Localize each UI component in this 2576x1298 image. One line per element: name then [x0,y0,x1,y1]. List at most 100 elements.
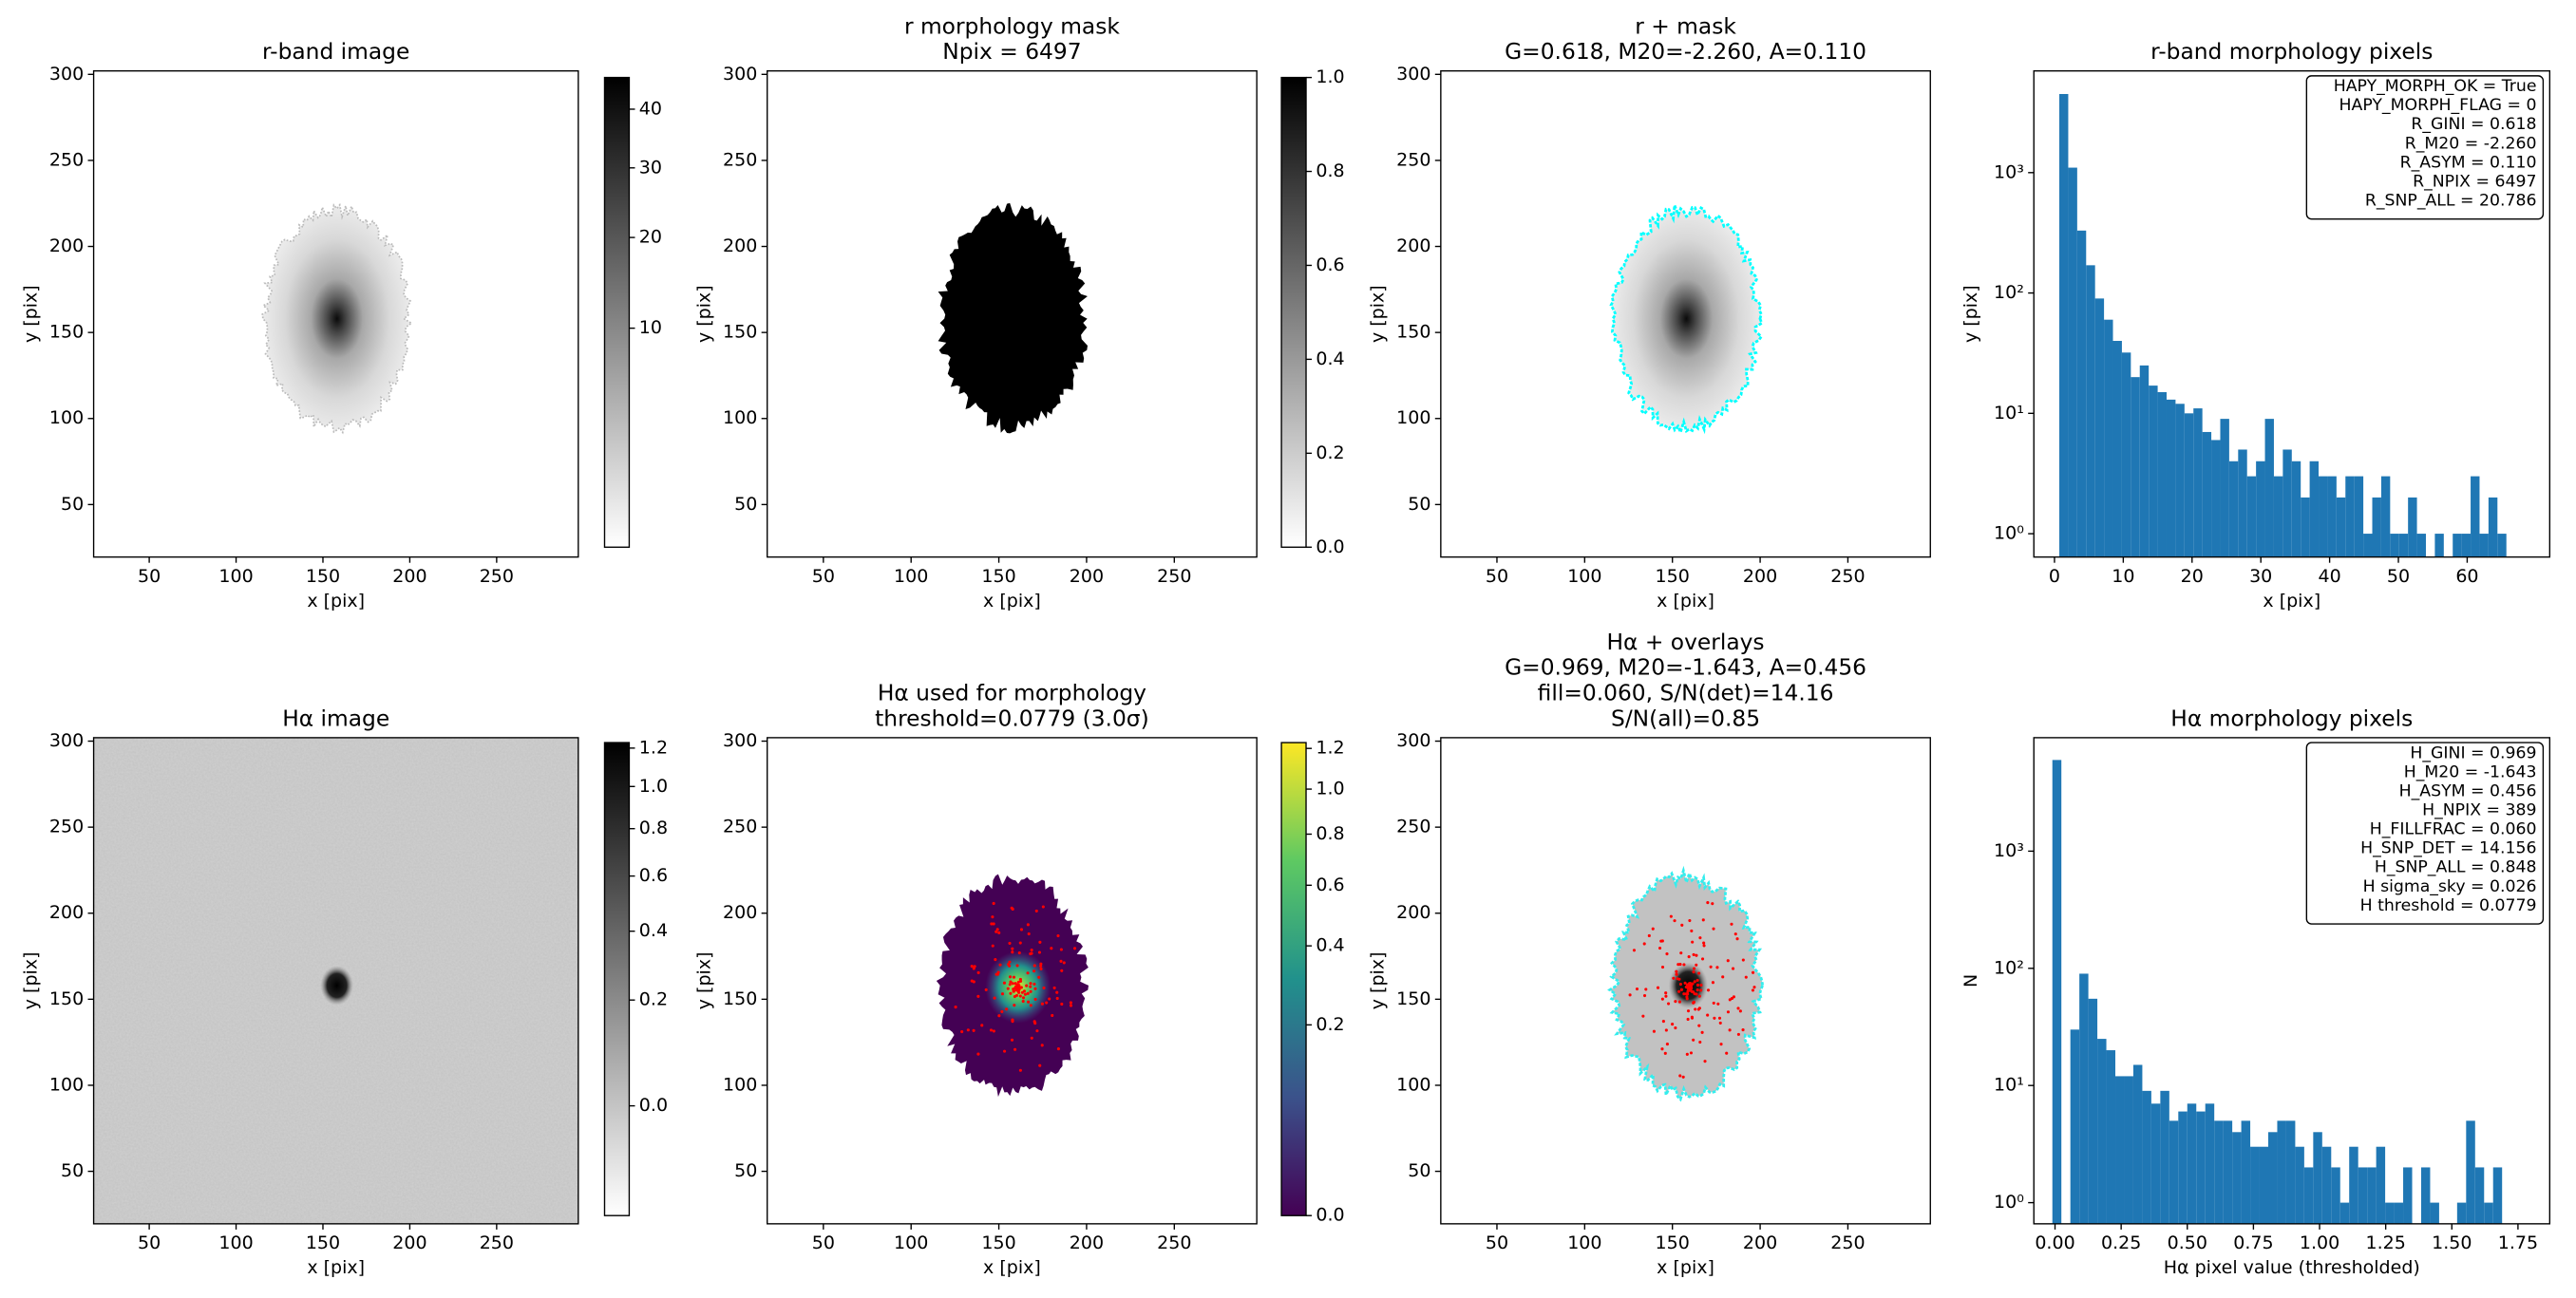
x-tick-label: 1.25 [2365,1232,2405,1253]
x-tick-label: 150 [981,1232,1015,1253]
overlay-point [1665,952,1669,956]
y-tick-label: 10¹ [1994,403,2024,423]
histogram-bar [2169,1120,2179,1224]
colorbar-tick-label: 0.6 [1316,254,1344,275]
overlay-point [1018,1068,1022,1072]
overlay-point [1716,1002,1720,1006]
overlay-point [1686,989,1690,993]
overlay-point [1730,922,1733,926]
overlay-point [1676,963,1680,967]
overlay-point [1060,1002,1064,1006]
overlay-point [1741,1028,1745,1032]
x-tick-label: 200 [392,1232,426,1253]
overlay-point [970,965,974,969]
overlay-point [1059,948,1063,951]
histogram-bar [2277,1120,2286,1224]
overlay-point [1051,1013,1054,1018]
overlay-point [1008,975,1013,979]
y-tick-label: 50 [1408,1160,1430,1181]
overlay-point [1671,1023,1675,1026]
overlay-point [1048,997,1051,1001]
annotation-line: H_ASYM = 0.456 [2399,781,2537,800]
histogram-bar [2367,1167,2377,1224]
histogram-bar [2327,476,2337,557]
overlay-point [1040,1044,1044,1047]
panel: 50 100 150 200 250 50 100 150 200 250 300 x [pix] y … [20,705,668,1278]
overlay-point [1693,980,1696,984]
x-tick-label: 100 [894,566,928,587]
overlay-point [1736,1006,1740,1010]
overlay-point [1688,918,1692,923]
histogram-bar [2250,1146,2260,1224]
overlay-point [1692,967,1696,970]
axes-frame [2033,69,2551,558]
histogram-bar [2256,461,2265,557]
axes-frame [92,69,579,558]
panel-title: fill=0.060, S/N(det)=14.16 [1538,680,1834,706]
x-tick-label: 150 [306,1232,340,1253]
overlay-point [1069,1004,1073,1007]
histogram-bar [2079,973,2089,1224]
y-axis-label: y [pix] [693,285,714,343]
source-blob [320,966,353,1006]
overlay-point [1009,980,1013,984]
y-tick-label: 150 [1396,322,1430,343]
histogram-bar [2345,476,2355,557]
overlay-point [1657,946,1662,950]
overlay-point [1696,1007,1700,1011]
overlay-point [1017,988,1021,992]
overlay-point [1035,1029,1039,1033]
panel-title: r-band morphology pixels [2150,38,2433,65]
mask-image [938,202,1088,434]
y-tick-label: 150 [723,988,757,1009]
overlay-point [992,922,995,926]
histogram-bar [2193,408,2203,557]
overlay-point [1680,923,1684,927]
histogram-bar [2282,449,2292,557]
panel-title: Hα used for morphology [878,680,1146,706]
overlay-point [1685,997,1689,1001]
y-tick-label: 300 [49,64,84,85]
annotation-line: H_FILLFRAC = 0.060 [2370,820,2537,839]
x-tick-label: 40 [2319,566,2341,587]
plot-area [936,874,1089,1098]
x-tick-label: 0.75 [2233,1232,2273,1253]
y-axis-label: y [pix] [693,952,714,1010]
y-tick-label: 200 [1396,235,1430,256]
overlay-point [1037,950,1042,954]
overlay-point [1677,1000,1681,1004]
colorbar-tick-label: 0.6 [1316,875,1344,895]
overlay-point [1681,1075,1685,1079]
y-axis-label: y [pix] [20,285,41,343]
x-tick-label: 30 [2249,566,2272,587]
overlay-point [1632,949,1637,952]
overlay-point [1699,988,1703,992]
overlay-point [989,1028,994,1032]
y-tick-label: 50 [734,1160,757,1181]
histogram-bar [2220,419,2229,557]
histogram-bar [2223,1120,2233,1224]
overlay-point [1686,1009,1691,1013]
histogram-bar [2068,167,2077,557]
panel-title: G=0.969, M20=-1.643, A=0.456 [1505,654,1866,681]
overlay-point [1741,958,1745,962]
overlay-point [1042,986,1046,990]
y-tick-label: 50 [1408,494,1430,515]
overlay-point [1055,990,1059,994]
histogram-bar [2309,461,2320,557]
overlay-point [1008,983,1012,987]
overlay-point [1719,1043,1723,1046]
overlay-point [1008,941,1012,945]
y-tick-label: 100 [723,407,757,428]
histogram-bar [2211,440,2221,557]
overlay-point [1733,932,1737,936]
histogram-bar [2394,1202,2404,1224]
annotation-line: R_NPIX = 6497 [2413,172,2536,191]
colorbar-tick-label: 0.4 [639,920,668,941]
overlay-point [991,944,994,948]
overlay-point [1017,984,1021,988]
histogram-bar [2295,1146,2304,1224]
overlay-point [1706,901,1710,905]
overlay-point [997,931,1001,934]
